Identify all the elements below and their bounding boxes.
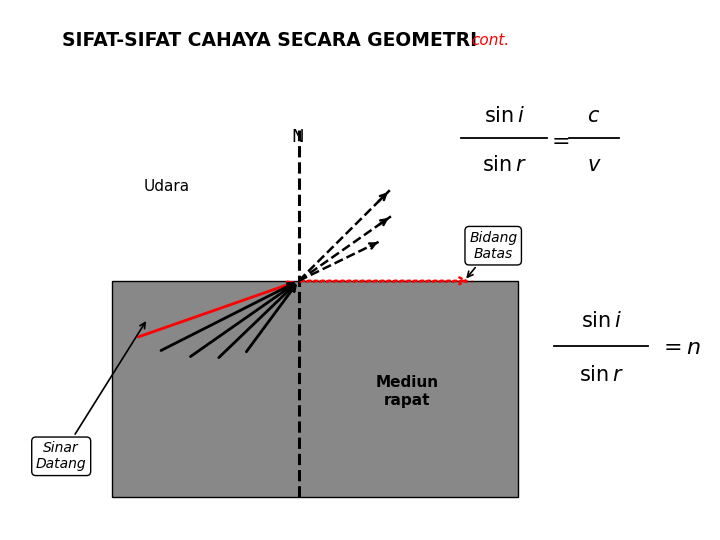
- Text: N: N: [291, 128, 304, 146]
- Text: $\sin r$: $\sin r$: [482, 154, 526, 175]
- Text: $c$: $c$: [588, 106, 600, 126]
- Text: $v$: $v$: [587, 154, 601, 175]
- Text: cont.: cont.: [472, 33, 510, 48]
- Text: $\sin r$: $\sin r$: [579, 365, 624, 386]
- Text: SIFAT-SIFAT CAHAYA SECARA GEOMETRI: SIFAT-SIFAT CAHAYA SECARA GEOMETRI: [63, 31, 477, 50]
- Text: $\sin i$: $\sin i$: [581, 311, 621, 332]
- Text: Mediun
rapat: Mediun rapat: [375, 375, 438, 408]
- Bar: [112, 281, 518, 497]
- Text: Bidang
Batas: Bidang Batas: [467, 231, 517, 277]
- Text: $= n$: $= n$: [659, 338, 701, 359]
- Text: $=$: $=$: [546, 130, 570, 151]
- Text: $\sin i$: $\sin i$: [484, 106, 524, 126]
- Text: Sinar
Datang: Sinar Datang: [36, 322, 145, 471]
- Text: Udara: Udara: [144, 179, 190, 194]
